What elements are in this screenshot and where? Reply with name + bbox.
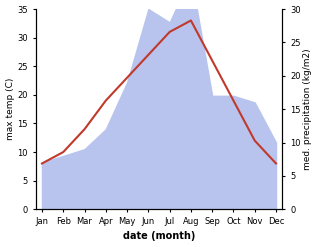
X-axis label: date (month): date (month): [123, 231, 195, 242]
Y-axis label: med. precipitation (kg/m2): med. precipitation (kg/m2): [303, 48, 313, 170]
Y-axis label: max temp (C): max temp (C): [5, 78, 15, 140]
